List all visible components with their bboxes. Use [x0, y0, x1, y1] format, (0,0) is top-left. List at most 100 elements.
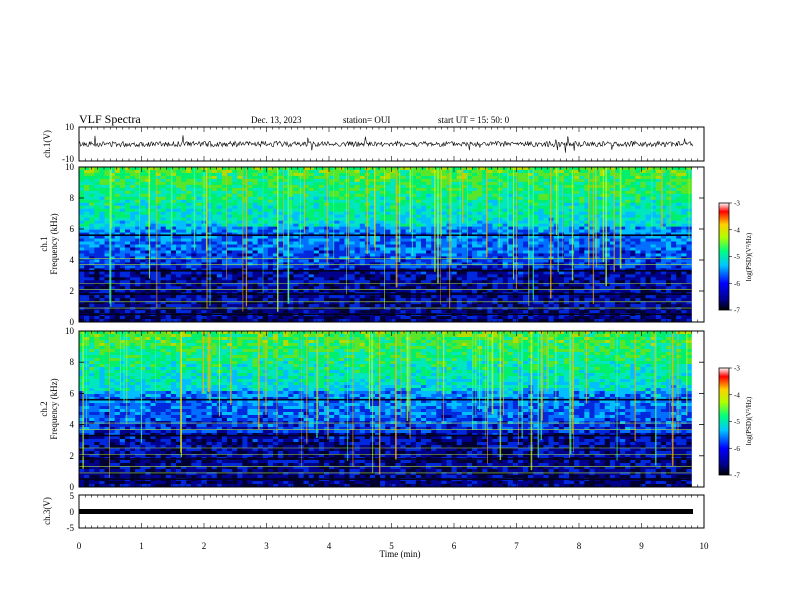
spectrogram-cell — [104, 220, 110, 224]
spectrogram-cell — [109, 277, 116, 281]
spectrogram-cell — [594, 241, 600, 245]
spectrogram-cell — [640, 196, 646, 201]
spectrogram-cell — [145, 280, 151, 284]
spectrogram-cell — [232, 205, 238, 210]
spectrogram-cell — [242, 241, 248, 245]
spectrogram-cell — [512, 202, 519, 207]
spectrogram-cell — [558, 202, 565, 207]
spectrogram-cell — [99, 241, 105, 245]
spectrogram-cell — [262, 235, 269, 239]
spectrogram-cell — [665, 217, 672, 221]
spectrogram-cell — [385, 277, 391, 281]
spectrogram-cell — [145, 289, 151, 293]
spectrogram-cell — [645, 247, 651, 251]
spectrogram-cell — [84, 229, 90, 233]
spectrogram-cell — [283, 238, 289, 242]
spectrogram-cell — [145, 193, 151, 198]
spectrogram-cell — [609, 205, 616, 210]
spectrogram-cell — [543, 280, 549, 284]
spectrogram-cell — [665, 259, 672, 263]
spectrogram-cell — [584, 241, 590, 245]
spectrogram-cell — [507, 196, 514, 201]
spectrogram-cell — [349, 199, 355, 204]
spectrogram-cell — [130, 289, 136, 293]
spectrogram-cell — [375, 268, 381, 272]
spectrogram-cell — [140, 265, 146, 269]
spectrogram-cell — [303, 211, 309, 215]
spectrogram-cell — [645, 217, 651, 221]
spectrogram-cell — [354, 256, 361, 260]
spectrogram-cell — [344, 253, 350, 257]
spectrogram-cell — [175, 220, 182, 224]
spectrogram-cell — [186, 235, 192, 239]
spectrogram-cell — [339, 256, 345, 260]
ch1-waveform-panel: 10 -10 ch.1(V) — [42, 122, 705, 164]
spectrogram-cell — [599, 208, 606, 213]
spectrogram-cell — [135, 214, 141, 218]
spectrogram-cell — [109, 241, 116, 245]
spectrogram-cell — [211, 250, 218, 254]
spectrogram-cell — [206, 220, 212, 224]
spectrogram-cell — [288, 229, 294, 233]
spectrogram-cell — [303, 181, 309, 186]
spectrogram-cell — [395, 196, 401, 201]
spectrogram-cell — [293, 289, 299, 293]
spectrogram-cell — [431, 199, 437, 204]
spectrogram-cell — [124, 167, 131, 171]
spectrogram-cell — [543, 211, 549, 215]
spectrogram-cell — [650, 265, 657, 269]
spectrogram-cell — [278, 175, 284, 180]
spectrogram-cell — [650, 247, 657, 251]
spectrogram-cell — [334, 169, 340, 174]
spectrogram-cell — [645, 235, 651, 239]
spectrogram-cell — [415, 190, 422, 195]
spectrogram-cell — [339, 262, 345, 266]
spectrogram-cell — [625, 229, 631, 233]
spectrogram-cell — [124, 229, 131, 233]
spectrogram-cell — [211, 175, 218, 180]
spectrogram-cell — [293, 283, 299, 287]
spectrogram-cell — [242, 235, 248, 239]
spectrogram-cell — [558, 193, 565, 198]
spectrogram-cell — [395, 283, 401, 287]
spectrogram-cell — [283, 223, 289, 227]
spectrogram-cell — [206, 277, 212, 281]
spectrogram-cell — [318, 256, 325, 260]
spectrogram-cell — [625, 259, 631, 263]
spectrogram-cell — [206, 241, 212, 245]
spectrogram-cell — [400, 223, 406, 227]
spectrogram-cell — [262, 220, 269, 224]
spectrogram-cell — [349, 196, 355, 201]
spectrogram-cell — [410, 193, 417, 198]
spectrogram-cell — [267, 271, 274, 275]
spectrogram-cell — [278, 232, 284, 236]
spectrogram-cell — [681, 268, 687, 272]
spectrogram-cell — [267, 262, 274, 266]
spectrogram-cell — [303, 169, 309, 174]
spectrogram-cell — [227, 214, 233, 218]
spectrogram-cell — [482, 181, 488, 186]
spectrogram-cell — [487, 175, 493, 180]
spectrogram-cell — [507, 232, 514, 236]
spectrogram-cell — [441, 226, 447, 230]
spectrogram-cell — [645, 232, 651, 236]
spectrogram-cell — [318, 238, 325, 242]
spectrogram-cell — [563, 211, 570, 215]
spectrogram-cell — [574, 241, 580, 245]
spectrogram-cell — [375, 283, 381, 287]
spectrogram-cell — [257, 256, 264, 260]
spectrogram-cell — [79, 202, 85, 207]
spectrogram-cell — [247, 232, 253, 236]
spectrogram-cell — [604, 268, 611, 272]
spectrogram-cell — [502, 277, 509, 281]
spectrogram-cell — [589, 238, 595, 242]
spectrogram-cell — [170, 193, 177, 198]
spectrogram-cell — [436, 205, 442, 210]
spectrogram-cell — [257, 172, 264, 177]
spectrogram-cell — [165, 205, 172, 210]
spectrogram-cell — [216, 226, 223, 230]
spectrogram-cell — [574, 211, 580, 215]
spectrogram-cell — [650, 217, 657, 221]
spectrogram-cell — [599, 214, 606, 218]
spectrogram-cell — [533, 229, 539, 233]
